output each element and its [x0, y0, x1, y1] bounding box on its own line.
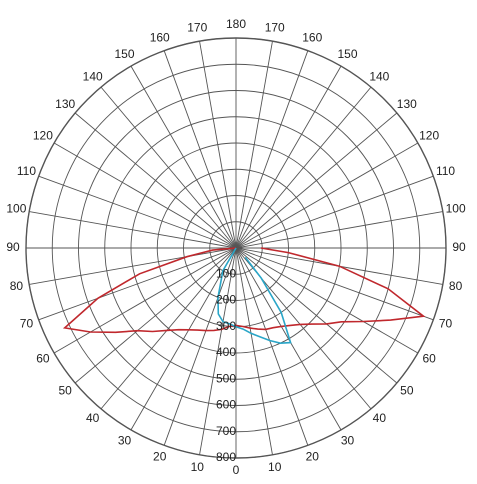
angle-label: 110 — [436, 164, 455, 178]
radius-label: 600 — [216, 398, 236, 412]
angle-label: 10 — [268, 460, 282, 474]
angle-label: 30 — [118, 433, 132, 447]
angle-label: 10 — [191, 460, 205, 474]
radius-label: 500 — [216, 371, 236, 385]
angle-label: 120 — [33, 129, 53, 143]
angle-label: 40 — [373, 411, 387, 425]
angle-label: 50 — [400, 384, 414, 398]
radius-label: 200 — [216, 293, 236, 307]
angle-label: 150 — [114, 47, 134, 61]
angle-label: 130 — [397, 97, 417, 111]
angle-label: 180 — [226, 17, 246, 31]
angle-label: 0 — [233, 463, 240, 477]
radius-label: 100 — [216, 266, 236, 280]
angle-label: 100 — [446, 201, 466, 215]
angle-label: 160 — [302, 31, 322, 45]
angle-label: 70 — [439, 316, 453, 330]
angle-label: 130 — [55, 97, 75, 111]
angle-label: 90 — [6, 240, 20, 254]
angle-label: 40 — [86, 411, 100, 425]
angle-label: 110 — [17, 164, 36, 178]
ring — [104, 116, 368, 380]
angle-label: 170 — [265, 21, 285, 35]
radius-label: 300 — [216, 319, 236, 333]
radius-label: 700 — [216, 424, 236, 438]
ring — [130, 142, 342, 354]
angle-label: 70 — [20, 316, 34, 330]
intensity-curve — [217, 247, 292, 345]
angle-label: 20 — [306, 450, 320, 464]
radius-label: 400 — [216, 345, 236, 359]
angle-label: 20 — [153, 450, 167, 464]
angle-label: 80 — [10, 279, 24, 293]
angle-label: 90 — [452, 240, 466, 254]
angle-label: 100 — [6, 201, 26, 215]
ring — [51, 63, 421, 433]
angle-label: 140 — [83, 69, 103, 83]
angle-label: 120 — [419, 129, 439, 143]
angle-label: 60 — [422, 352, 436, 366]
angle-label: 150 — [337, 47, 357, 61]
outer-ring — [25, 37, 447, 459]
angle-label: 50 — [58, 384, 72, 398]
angle-label: 170 — [187, 21, 207, 35]
angle-label: 160 — [150, 31, 170, 45]
angle-label: 60 — [36, 352, 50, 366]
angle-label: 30 — [341, 433, 355, 447]
radius-label: 800 — [216, 450, 236, 464]
angle-label: 80 — [449, 279, 463, 293]
ring — [183, 195, 289, 301]
angle-label: 140 — [369, 69, 389, 83]
intensity-curve — [62, 247, 426, 334]
ring — [78, 90, 394, 406]
